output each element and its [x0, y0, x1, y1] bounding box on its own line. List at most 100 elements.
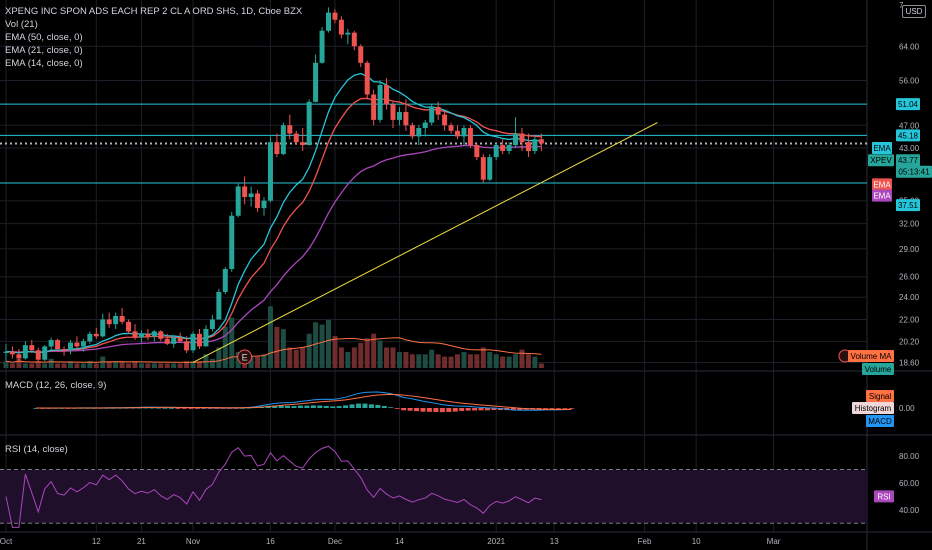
ema14-line	[5, 72, 542, 354]
chart-legend: XPENG INC SPON ADS EACH REP 2 CL A ORD S…	[5, 5, 302, 70]
volume-bar	[203, 354, 209, 368]
candle-body	[455, 130, 460, 137]
candle-body	[203, 328, 209, 347]
candle-body	[506, 145, 512, 152]
candle-body	[461, 128, 467, 137]
candle-body	[216, 291, 222, 320]
macd-signal-badge	[866, 390, 894, 402]
candle-body	[267, 142, 273, 201]
volume-bar	[22, 363, 28, 368]
time-axis-label: Mar	[767, 537, 781, 546]
legend-ema21[interactable]: EMA (21, close, 0)	[5, 45, 83, 56]
macd-histogram-bar	[278, 405, 284, 408]
candle-body	[474, 145, 480, 158]
volume-bar	[106, 361, 112, 368]
macd-histogram-bar	[323, 405, 329, 408]
candle-body	[396, 112, 402, 120]
volume-bar	[525, 354, 531, 368]
macd-histogram-bar	[207, 408, 213, 409]
volume-bar	[55, 363, 61, 368]
candle-body	[93, 333, 99, 337]
trendline	[192, 122, 658, 363]
candle-body	[171, 337, 177, 344]
volume-bar	[287, 347, 293, 368]
price-badge	[896, 98, 920, 111]
candle-body	[35, 350, 41, 360]
candle-body	[519, 133, 525, 143]
legend-volume[interactable]: Vol (21)	[5, 19, 38, 30]
volume-bar	[42, 363, 48, 368]
candle-body	[255, 193, 261, 209]
rsi-legend[interactable]: RSI (14, close)	[5, 443, 68, 456]
volume-bar	[506, 356, 512, 368]
candle-body	[513, 133, 519, 146]
volume-badge-text: Volume	[865, 365, 892, 374]
indicator-badge-text: XPEV	[870, 156, 892, 165]
macd-legend[interactable]: MACD (12, 26, close, 9)	[5, 379, 106, 392]
candle-series	[3, 7, 544, 363]
macd-histogram-badge	[852, 402, 894, 414]
volume-bar	[409, 354, 415, 368]
macd-histogram-bar	[394, 408, 400, 409]
candle-body	[467, 128, 473, 146]
volume-ma-badge-text: Volume MA	[851, 352, 893, 361]
candle-body	[422, 122, 428, 129]
indicator-badge-text: EMA	[873, 192, 891, 201]
volume-bar	[332, 336, 338, 368]
macd-histogram-bar	[188, 408, 194, 409]
candle-body	[3, 351, 9, 353]
volume-bar	[35, 361, 41, 368]
macd-histogram-bar	[336, 406, 342, 408]
candle-body	[9, 351, 15, 355]
volume-bar	[306, 333, 312, 368]
macd-histogram-bar	[555, 408, 561, 409]
macd-histogram-bar	[420, 408, 426, 412]
candle-body	[209, 319, 215, 329]
price-badge	[896, 154, 920, 167]
candle-body	[371, 94, 377, 120]
price-badge-text: 43.77	[898, 156, 919, 165]
volume-bar	[61, 363, 67, 368]
volume-bar	[455, 354, 460, 368]
macd-histogram-bar	[439, 408, 445, 413]
volume-bar	[532, 356, 538, 368]
volume-bar	[216, 347, 222, 368]
macd-histogram-bar	[549, 408, 555, 409]
candle-body	[184, 341, 190, 351]
macd-histogram-bar	[568, 408, 574, 409]
currency-badge[interactable]: USD	[902, 5, 926, 18]
macd-histogram-bar	[485, 408, 490, 411]
candle-body	[429, 106, 435, 123]
volume-bar	[390, 347, 396, 368]
macd-histogram-bar	[446, 408, 452, 412]
earnings-marker-label: E	[242, 353, 248, 363]
time-axis-label: Dec	[328, 537, 342, 546]
price-tick-label: 20.20	[899, 337, 920, 346]
candle-body	[222, 268, 228, 292]
candle-body	[158, 331, 164, 339]
rsi-label: RSI (14, close)	[5, 444, 68, 455]
candle-body	[403, 112, 409, 126]
candle-body	[177, 337, 183, 342]
legend-ema14[interactable]: EMA (14, close, 0)	[5, 58, 83, 69]
price-tick-label: 29.00	[899, 245, 920, 254]
legend-ema50[interactable]: EMA (50, close, 0)	[5, 32, 83, 43]
volume-bar	[255, 356, 261, 368]
symbol-title[interactable]: XPENG INC SPON ADS EACH REP 2 CL A ORD S…	[5, 6, 303, 17]
macd-histogram-bar	[343, 405, 349, 408]
candle-body	[132, 331, 138, 338]
macd-histogram-bar	[465, 408, 471, 411]
volume-bar	[384, 347, 390, 368]
price-tick-label: 24.00	[899, 293, 920, 302]
volume-bar	[326, 320, 331, 368]
candle-body	[261, 200, 267, 209]
volume-bar	[422, 354, 428, 368]
volume-bar	[222, 326, 228, 368]
macd-histogram-bar	[368, 404, 374, 408]
candle-body	[435, 106, 441, 115]
macd-histogram-bar	[285, 405, 291, 408]
macd-label: MACD (12, 26, close, 9)	[5, 380, 107, 391]
indicator-badge	[872, 178, 892, 191]
volume-bar	[358, 342, 364, 368]
